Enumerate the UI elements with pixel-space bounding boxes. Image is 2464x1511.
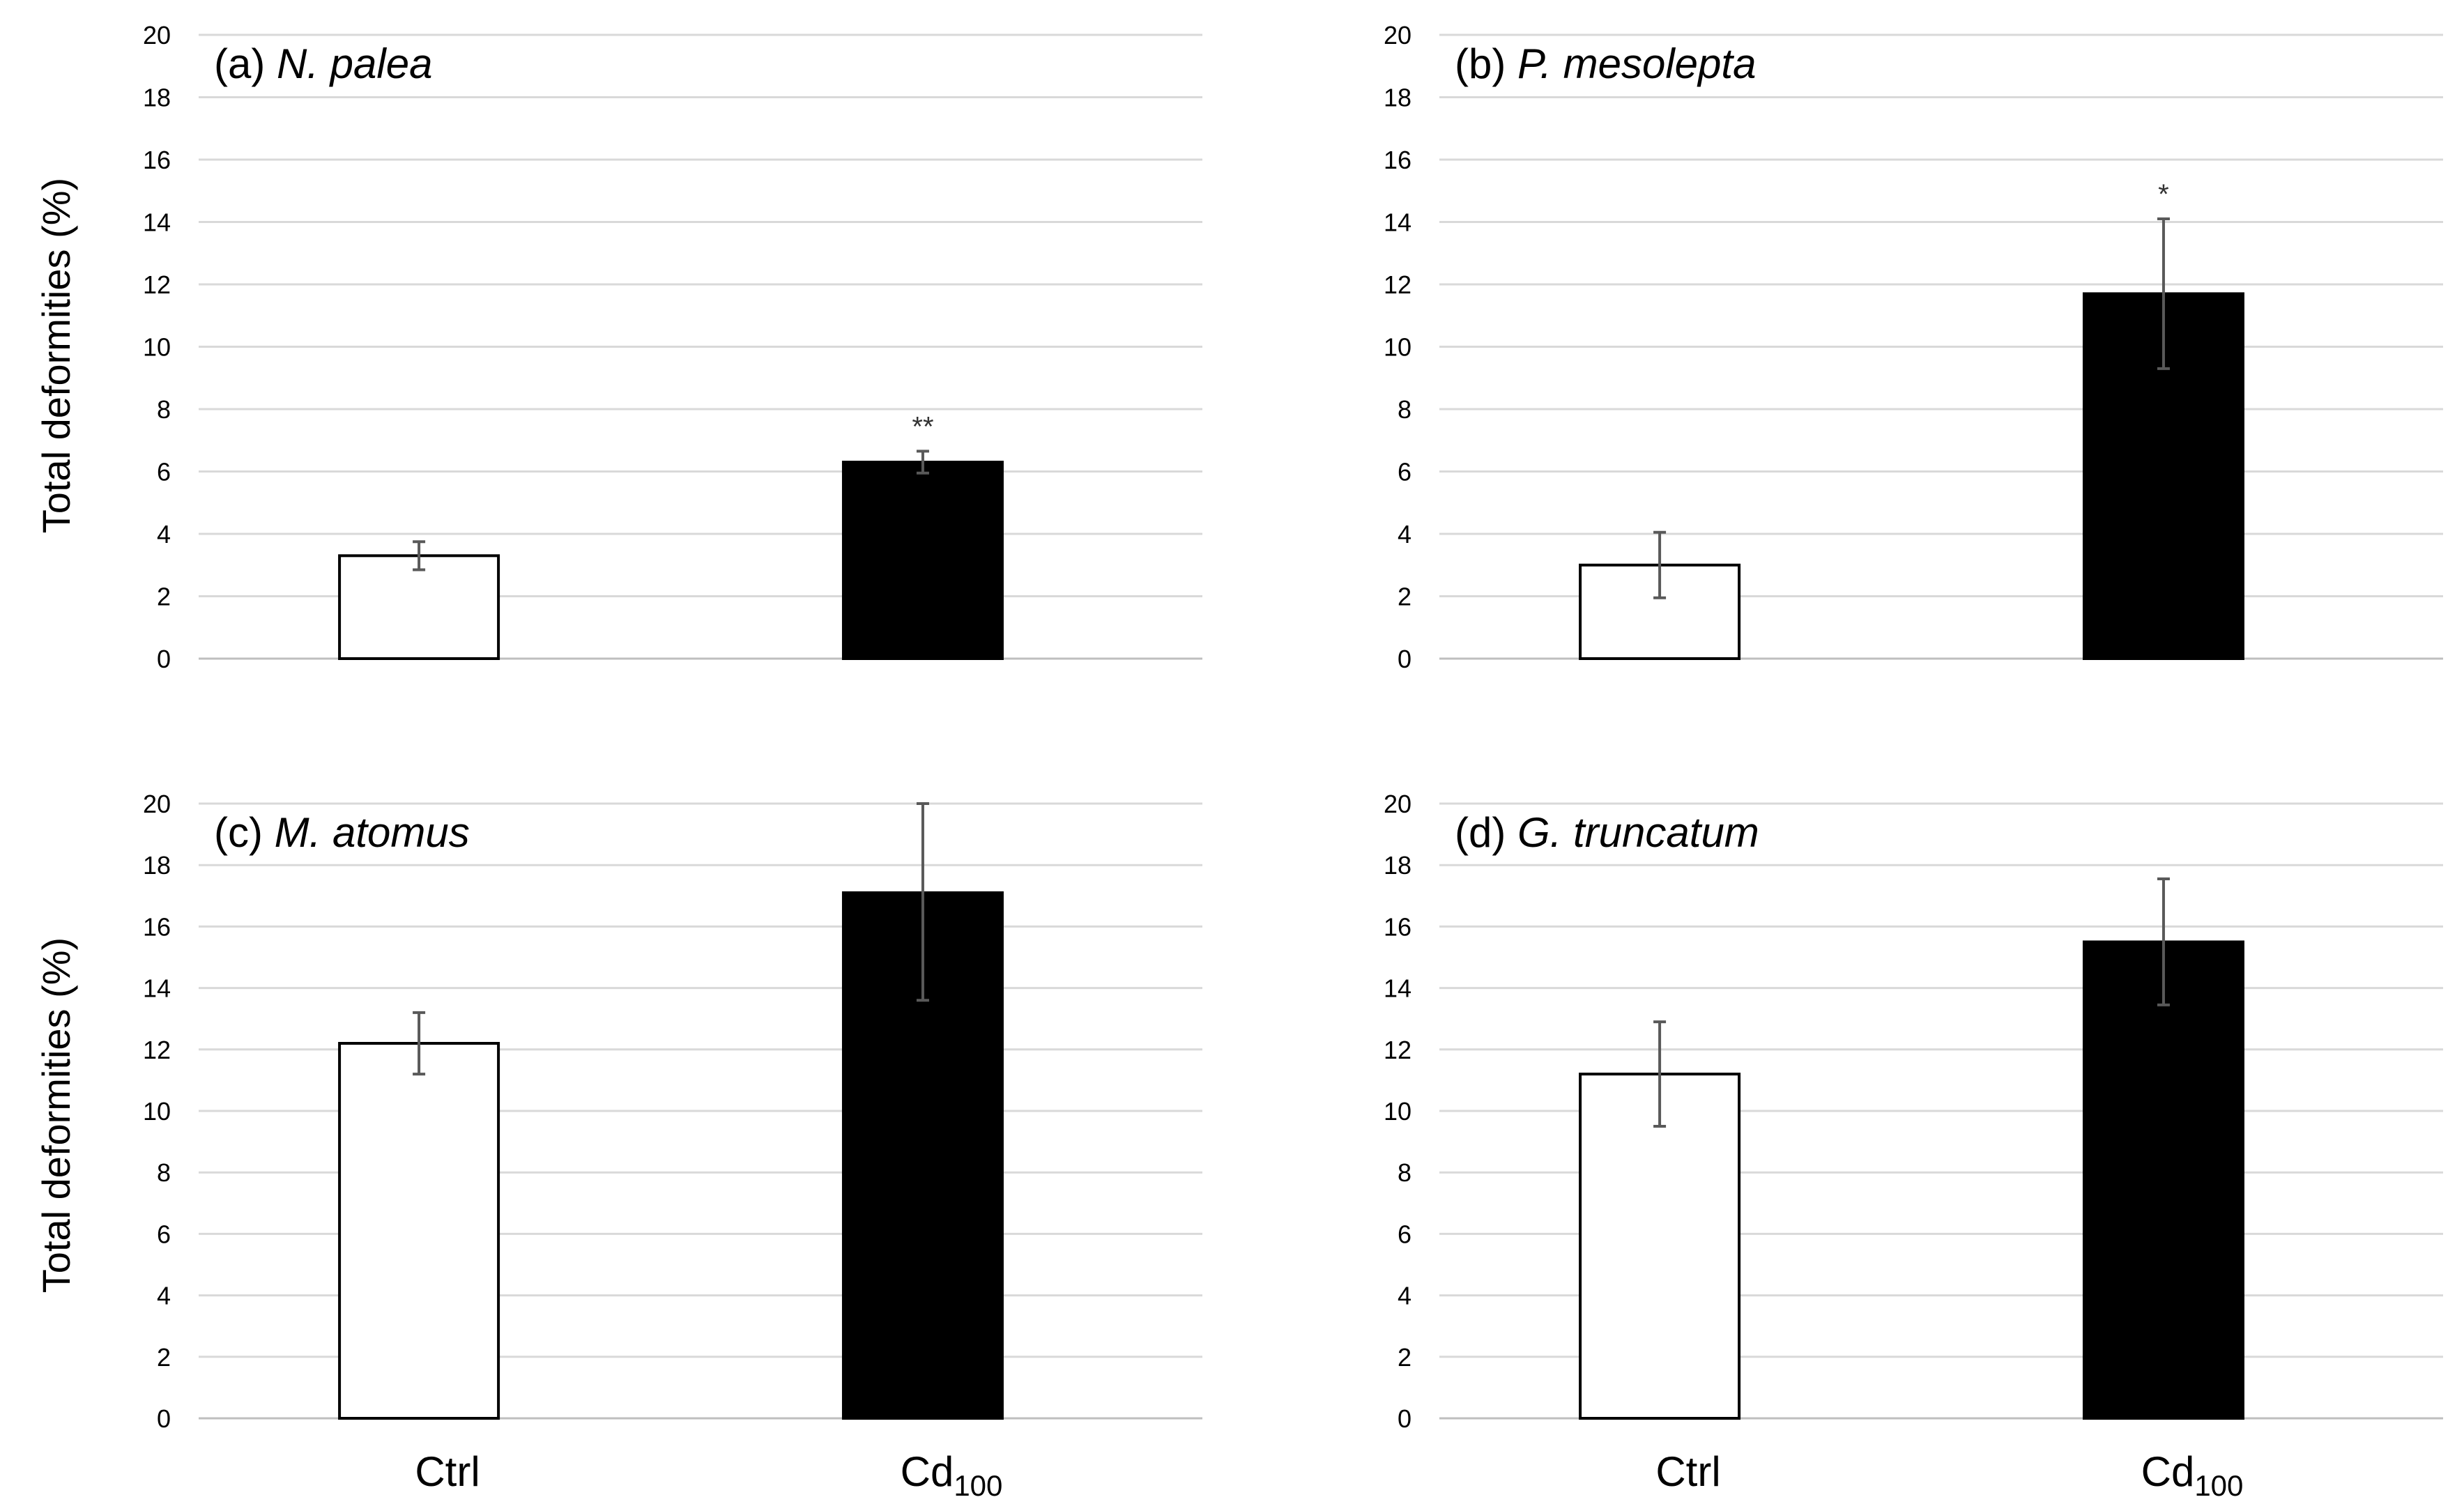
y-tick-label: 0 [1398, 645, 1411, 673]
y-tick-label: 14 [143, 208, 171, 237]
y-tick-label: 0 [157, 645, 171, 673]
y-tick-label: 18 [143, 851, 171, 880]
bar-ctrl [1579, 1073, 1741, 1420]
significance-mark: * [2158, 179, 2169, 210]
y-axis-label-bottom: Total deformities (%) [34, 937, 78, 1293]
y-tick-label: 20 [143, 21, 171, 49]
y-tick-label: 6 [1398, 1220, 1411, 1248]
x-label-cd-c: Cd100 [901, 1448, 1003, 1502]
y-tick-label: 12 [1384, 1036, 1411, 1064]
bar-cd100 [2082, 940, 2244, 1420]
bar-cd100 [841, 891, 1004, 1420]
y-tick-label: 0 [157, 1404, 171, 1433]
y-tick-label: 18 [1384, 84, 1411, 112]
y-tick-label: 6 [157, 458, 171, 486]
bar-ctrl [338, 1041, 500, 1420]
x-label-ctrl-c: Ctrl [415, 1448, 480, 1495]
y-tick-label: 2 [157, 1343, 171, 1372]
chart-panel-d: 0 2 4 6 8 10 12 14 16 18 20 (d) G. truncatum [1384, 790, 2443, 1433]
y-tick-label: 4 [157, 1282, 171, 1310]
y-axis-label-top: Total deformities (%) [34, 178, 78, 533]
bar-ctrl [338, 554, 500, 661]
y-tick-label: 2 [1398, 583, 1411, 611]
y-tick-label: 4 [157, 520, 171, 549]
chart-panel-b: 0 2 4 6 8 10 12 14 16 18 20 (b) P. mesolepta * [1384, 21, 2443, 673]
y-tick-label: 16 [1384, 146, 1411, 174]
y-tick-label: 2 [157, 583, 171, 611]
y-tick-label: 10 [143, 1097, 171, 1126]
y-tick-label: 0 [1398, 1404, 1411, 1433]
y-tick-label: 20 [143, 790, 171, 818]
y-tick-label: 4 [1398, 1282, 1411, 1310]
significance-mark: ** [912, 411, 933, 442]
y-tick-label: 16 [143, 912, 171, 941]
y-tick-label: 16 [1384, 912, 1411, 941]
y-tick-label: 12 [1384, 270, 1411, 299]
y-tick-label: 20 [1384, 21, 1411, 49]
y-tick-label: 14 [1384, 208, 1411, 237]
chart-panel-a: 0 2 4 6 8 10 12 14 16 18 20 (a) N. palea ** [143, 21, 1202, 673]
y-tick-label: 8 [157, 1158, 171, 1187]
y-tick-label: 10 [1384, 333, 1411, 362]
panel-title: (b) P. mesolepta [1455, 40, 1756, 87]
x-label-cd-d: Cd100 [2141, 1448, 2244, 1502]
y-tick-label: 18 [1384, 851, 1411, 880]
y-tick-label: 2 [1398, 1343, 1411, 1372]
bar-cd100 [841, 461, 1004, 660]
panel-title: (d) G. truncatum [1455, 809, 1759, 856]
y-tick-label: 6 [1398, 458, 1411, 486]
y-tick-label: 8 [1398, 1158, 1411, 1187]
y-tick-label: 6 [157, 1220, 171, 1248]
y-tick-label: 18 [143, 84, 171, 112]
y-tick-label: 10 [143, 333, 171, 362]
y-tick-label: 4 [1398, 520, 1411, 549]
y-tick-label: 12 [143, 270, 171, 299]
x-label-ctrl-d: Ctrl [1655, 1448, 1720, 1495]
y-tick-label: 14 [143, 974, 171, 1003]
panel-title: (a) N. palea [214, 40, 432, 87]
y-tick-label: 14 [1384, 974, 1411, 1003]
y-tick-label: 8 [157, 395, 171, 424]
y-tick-label: 12 [143, 1036, 171, 1064]
y-tick-label: 20 [1384, 790, 1411, 818]
y-tick-label: 10 [1384, 1097, 1411, 1126]
y-tick-label: 16 [143, 146, 171, 174]
chart-panel-c: 0 2 4 6 8 10 12 14 16 18 20 (c) M. atomus [143, 790, 1202, 1433]
y-tick-label: 8 [1398, 395, 1411, 424]
panel-title: (c) M. atomus [214, 809, 470, 856]
